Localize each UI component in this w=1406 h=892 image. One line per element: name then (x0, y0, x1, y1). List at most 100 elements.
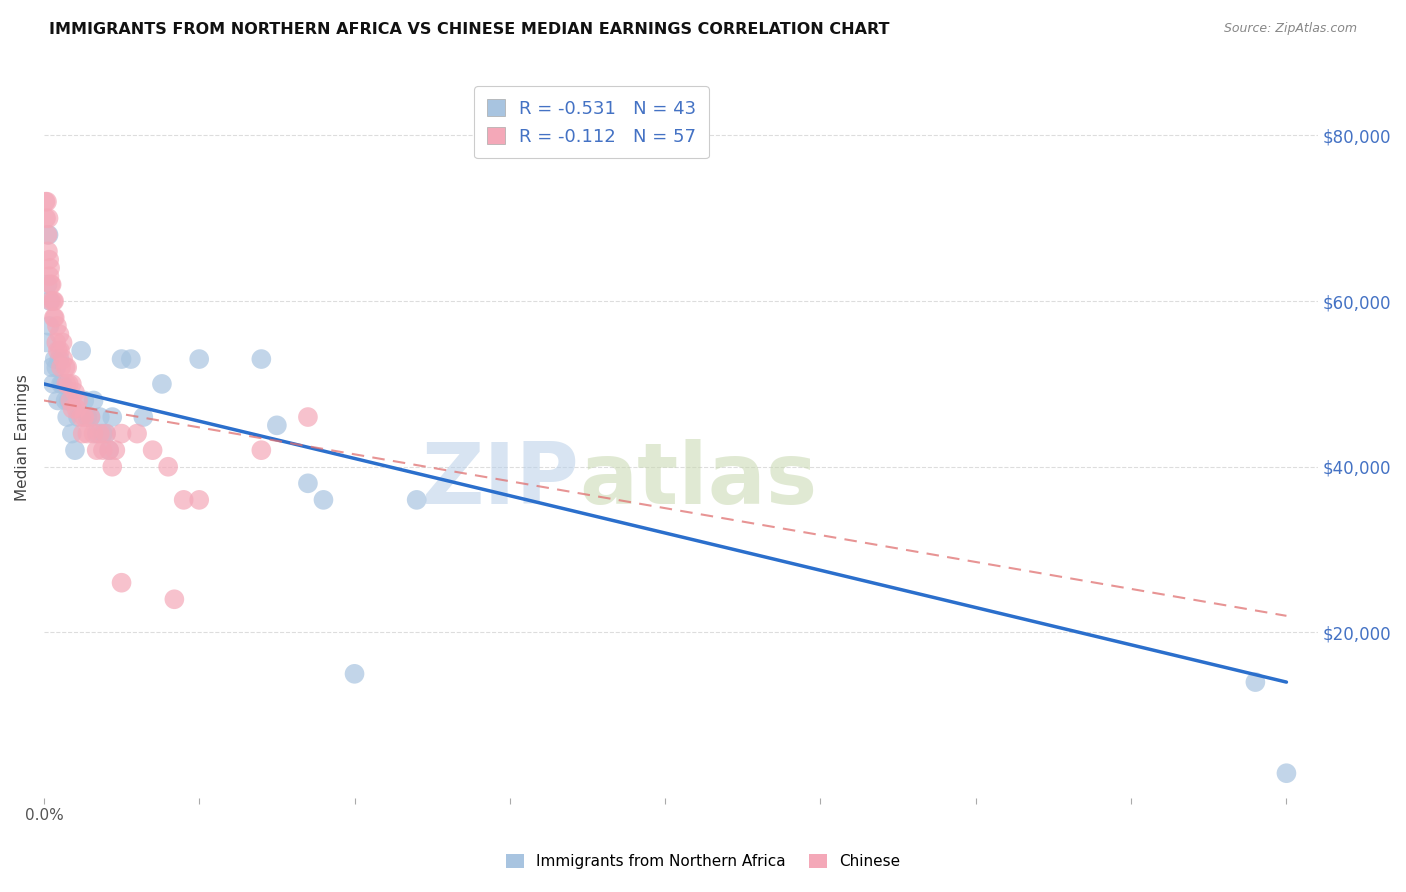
Point (35, 335, 58, 350)
Point (98, 443, 121, 458)
Point (73, 410, 96, 425)
Point (44, 352, 66, 367)
Point (110, 426, 132, 441)
Point (65, 401, 87, 416)
Point (297, 410, 319, 425)
Point (120, 352, 142, 367)
Point (72, 426, 94, 441)
Point (49, 376, 72, 391)
Point (56, 410, 79, 425)
Point (39, 294, 62, 309)
Point (89, 426, 111, 441)
Point (55, 360, 77, 375)
Point (312, 492, 335, 507)
Point (52, 352, 75, 367)
Point (110, 352, 132, 367)
Text: atlas: atlas (579, 440, 817, 523)
Point (67, 393, 90, 408)
Point (38, 269, 60, 284)
Point (343, 666, 366, 681)
Point (101, 410, 124, 425)
Point (63, 443, 86, 458)
Point (86, 426, 108, 441)
Point (42, 310, 65, 325)
Point (38, 252, 60, 267)
Point (1244, 675, 1267, 690)
Point (38, 211, 60, 226)
Point (37, 244, 59, 259)
Point (38, 318, 60, 333)
Point (132, 410, 155, 425)
Text: ZIP: ZIP (420, 440, 579, 523)
Point (45, 360, 67, 375)
Legend: R = -0.531   N = 43, R = -0.112   N = 57: R = -0.531 N = 43, R = -0.112 N = 57 (474, 87, 709, 159)
Point (142, 443, 165, 458)
Point (51, 376, 73, 391)
Point (42, 294, 65, 309)
Point (55, 393, 77, 408)
Point (45, 318, 67, 333)
Point (45, 335, 67, 350)
Point (150, 376, 173, 391)
Y-axis label: Median Earnings: Median Earnings (15, 375, 30, 501)
Point (39, 277, 62, 292)
Point (51, 335, 73, 350)
Point (86, 443, 108, 458)
Point (58, 393, 80, 408)
Point (37, 227, 59, 242)
Point (125, 426, 148, 441)
Point (38, 227, 60, 242)
Point (39, 260, 62, 275)
Text: IMMIGRANTS FROM NORTHERN AFRICA VS CHINESE MEDIAN EARNINGS CORRELATION CHART: IMMIGRANTS FROM NORTHERN AFRICA VS CHINE… (49, 22, 890, 37)
Point (60, 426, 83, 441)
Point (173, 492, 195, 507)
Point (44, 294, 66, 309)
Point (79, 410, 101, 425)
Point (250, 443, 273, 458)
Point (405, 492, 427, 507)
Point (188, 492, 211, 507)
Point (34, 194, 56, 209)
Point (49, 360, 72, 375)
Point (94, 426, 117, 441)
Point (163, 592, 186, 607)
Point (91, 426, 114, 441)
Point (41, 277, 63, 292)
Point (73, 393, 96, 408)
Point (35, 194, 58, 209)
Point (49, 343, 72, 358)
Point (35, 211, 58, 226)
Point (83, 426, 105, 441)
Point (48, 352, 70, 367)
Point (46, 393, 69, 408)
Point (266, 418, 288, 433)
Point (101, 459, 124, 474)
Point (46, 343, 69, 358)
Point (104, 443, 127, 458)
Point (70, 410, 93, 425)
Legend: Immigrants from Northern Africa, Chinese: Immigrants from Northern Africa, Chinese (499, 848, 907, 875)
Point (39, 294, 62, 309)
Point (89, 410, 111, 425)
Point (79, 410, 101, 425)
Point (1275, 766, 1298, 780)
Point (62, 401, 84, 416)
Point (48, 327, 70, 342)
Point (91, 443, 114, 458)
Point (157, 459, 180, 474)
Point (60, 376, 83, 391)
Point (250, 352, 273, 367)
Point (63, 385, 86, 400)
Point (76, 426, 98, 441)
Point (44, 310, 66, 325)
Point (59, 393, 82, 408)
Point (94, 426, 117, 441)
Point (55, 376, 77, 391)
Point (58, 376, 80, 391)
Point (56, 360, 79, 375)
Text: Source: ZipAtlas.com: Source: ZipAtlas.com (1223, 22, 1357, 36)
Point (70, 343, 93, 358)
Point (42, 376, 65, 391)
Point (76, 410, 98, 425)
Point (98, 443, 121, 458)
